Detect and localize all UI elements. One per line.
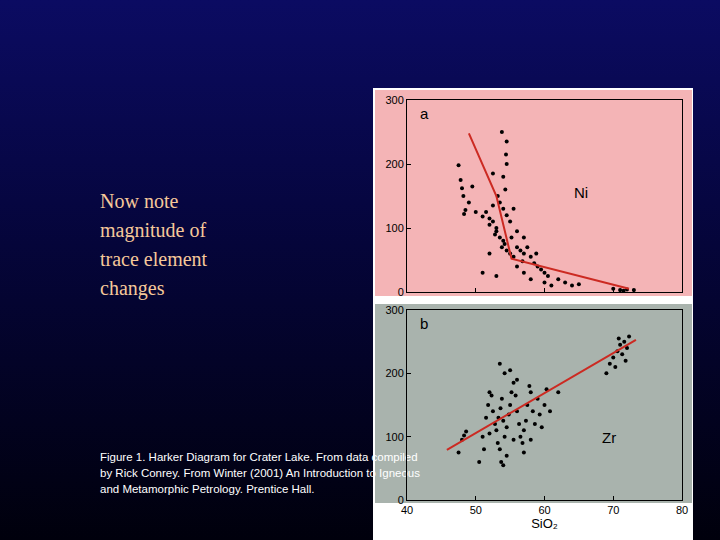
- svg-text:0: 0: [398, 494, 404, 506]
- svg-text:40: 40: [401, 504, 413, 516]
- svg-text:100: 100: [385, 431, 403, 443]
- svg-text:60: 60: [538, 504, 550, 516]
- svg-text:200: 200: [385, 158, 403, 170]
- svg-text:0: 0: [398, 286, 404, 298]
- svg-text:Zr: Zr: [602, 429, 616, 446]
- html-text:by Rick Conrey. From Winter (2: by Rick Conrey. From Winter (2001) An In…: [100, 467, 420, 479]
- html-text:Now note: Now note: [100, 190, 179, 212]
- html-text:trace element: trace element: [100, 248, 208, 270]
- svg-text:300: 300: [385, 94, 403, 106]
- html-text:magnitude of: magnitude of: [100, 219, 207, 241]
- svg-text:70: 70: [607, 504, 619, 516]
- svg-text:80: 80: [676, 504, 688, 516]
- svg-text:100: 100: [385, 222, 403, 234]
- svg-text:b: b: [420, 315, 428, 332]
- svg-text:a: a: [420, 105, 429, 122]
- html-text:and Metamorphic Petrology. Pre: and Metamorphic Petrology. Prentice Hall…: [100, 483, 315, 495]
- svg-text:Ni: Ni: [574, 184, 588, 201]
- html-text:Figure 1. Harker Diagram for C: Figure 1. Harker Diagram for Crater Lake…: [100, 451, 418, 463]
- svg-text:200: 200: [385, 367, 403, 379]
- svg-text:300: 300: [385, 304, 403, 316]
- html-text:changes: changes: [100, 277, 165, 299]
- svg-text:SiO₂: SiO₂: [531, 516, 558, 531]
- svg-text:50: 50: [470, 504, 482, 516]
